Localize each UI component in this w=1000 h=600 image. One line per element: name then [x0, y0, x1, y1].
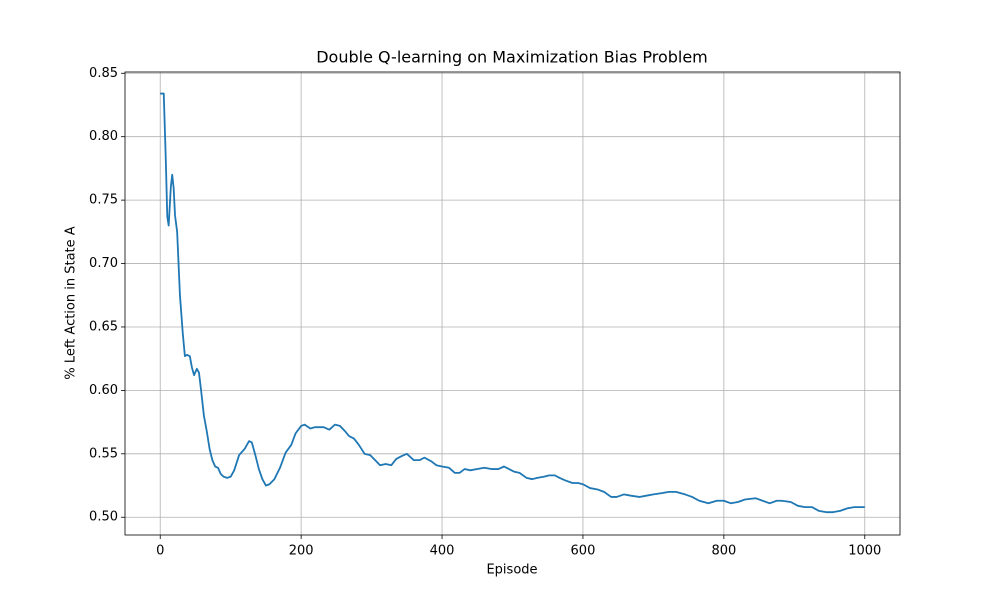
y-tick-label: 0.60: [89, 383, 118, 398]
x-tick-label: 200: [289, 544, 314, 559]
x-axis-label: Episode: [486, 563, 537, 578]
x-tick-label: 800: [711, 544, 736, 559]
plot-layer: [160, 92, 865, 514]
x-tick-label: 0: [156, 544, 164, 559]
x-tick-label: 400: [430, 544, 455, 559]
x-tick-label: 1000: [848, 544, 881, 559]
y-tick-label: 0.75: [89, 193, 118, 208]
y-tick-label: 0.70: [89, 256, 118, 271]
grid-layer: [125, 72, 900, 535]
data-line: [160, 92, 865, 514]
y-axis-label: % Left Action in State A: [64, 226, 79, 379]
y-tick-label: 0.80: [89, 129, 118, 144]
y-tick-label: 0.65: [89, 319, 118, 334]
tick-layer: 0 200 400 600 800 1000 0.50 0.55 0.60 0.65 0.70 0.7…: [89, 66, 881, 559]
x-tick-label: 600: [571, 544, 596, 559]
y-tick-label: 0.55: [89, 446, 118, 461]
y-tick-label: 0.50: [89, 510, 118, 525]
chart-title: Double Q-learning on Maximization Bias P…: [316, 48, 708, 67]
y-tick-label: 0.85: [89, 66, 118, 81]
axes-frame: [124, 71, 901, 536]
